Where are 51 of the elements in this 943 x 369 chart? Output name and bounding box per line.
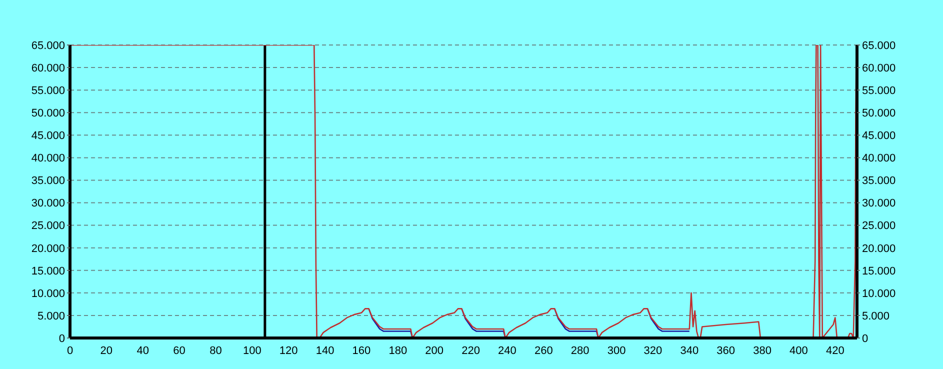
y2-tick-label: 20.000 [862, 242, 896, 255]
x-tick-label: 0 [66, 344, 74, 357]
y2-tick-label: 60.000 [862, 62, 896, 74]
x-tick-label: 100 [242, 344, 262, 357]
y-tick-label: 30.000 [31, 198, 65, 210]
x-tick-label: 320 [644, 344, 662, 357]
y2-tick-label: 50.000 [862, 108, 896, 120]
x-tick-label: 420 [826, 344, 844, 357]
x-tick-label: 180 [388, 344, 408, 357]
x-tick-label: 340 [680, 344, 699, 357]
y-tick-label: 60.000 [31, 62, 65, 74]
y2-tick-label: 15.000 [862, 265, 896, 278]
y-tick-label: 20.000 [31, 242, 65, 255]
y-tick-label: 5.000 [37, 310, 65, 322]
y-tick-label: 15.000 [31, 265, 65, 278]
y2-tick-label: 35.000 [862, 175, 896, 188]
x-tick-label: 400 [790, 344, 808, 357]
y2-tick-label: 45.000 [862, 130, 896, 142]
x-tick-label: 200 [425, 344, 444, 357]
x-tick-label: 60 [173, 344, 186, 357]
y-tick-label: 35.000 [31, 175, 65, 188]
y-tick-label: 10.000 [31, 288, 65, 300]
x-tick-label: 40 [136, 344, 149, 357]
y2-tick-label: 65.000 [862, 40, 896, 52]
y2-tick-label: 0 [862, 332, 868, 345]
x-tick-label: 80 [210, 344, 222, 357]
x-tick-label: 300 [607, 344, 626, 357]
x-tick-label: 140 [316, 344, 334, 357]
y2-tick-label: 10.000 [862, 288, 896, 300]
y2-tick-label: 55.000 [862, 84, 896, 97]
x-tick-label: 120 [279, 344, 298, 357]
x-tick-label: 220 [462, 344, 480, 357]
y2-tick-label: 40.000 [862, 152, 896, 165]
x-tick-label: 20 [100, 344, 113, 357]
x-tick-label: 280 [570, 344, 590, 357]
y-tick-label: 40.000 [31, 152, 65, 165]
x-tick-label: 160 [352, 344, 371, 357]
y-tick-label: 45.000 [31, 130, 65, 142]
line-series [70, 45, 857, 338]
x-tick-label: 380 [753, 344, 772, 357]
x-tick-label: 260 [534, 344, 553, 357]
y-tick-label: 0 [58, 332, 65, 345]
y2-tick-label: 25.000 [862, 220, 896, 232]
y-tick-label: 55.000 [31, 84, 65, 97]
x-tick-label: 240 [498, 344, 516, 357]
y-tick-label: 50.000 [31, 108, 65, 120]
y2-tick-label: 30.000 [862, 198, 896, 210]
y2-tick-label: 5.000 [862, 310, 890, 322]
y-tick-label: 65.000 [31, 40, 65, 52]
x-tick-label: 360 [716, 344, 736, 357]
y-tick-label: 25.000 [31, 220, 65, 232]
